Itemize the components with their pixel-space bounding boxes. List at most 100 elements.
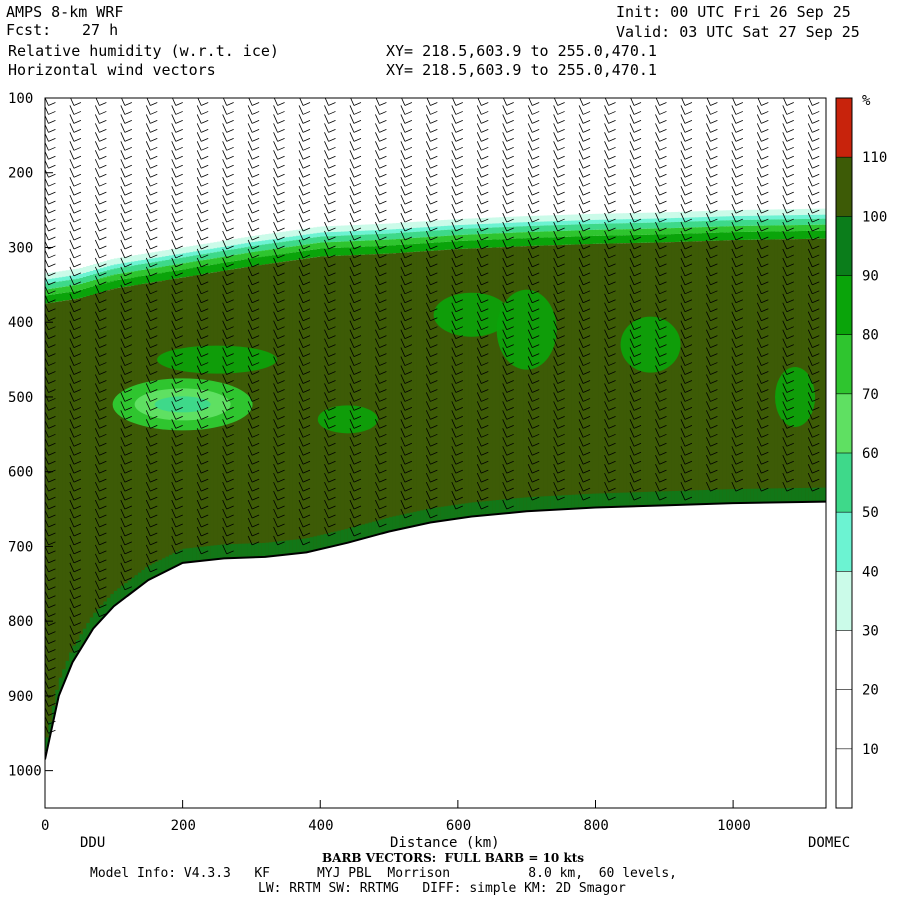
rh-cell	[822, 487, 826, 502]
rh-cell	[120, 273, 125, 280]
rh-cell	[296, 229, 301, 236]
wind-barb	[629, 338, 642, 348]
rh-cell	[757, 225, 762, 232]
wind-barb	[273, 464, 285, 474]
rh-cell	[413, 511, 418, 526]
wind-barb	[324, 168, 336, 178]
rh-cell	[746, 488, 751, 503]
rh-cell	[289, 540, 294, 555]
wind-barb	[247, 481, 260, 492]
rh-cell	[261, 240, 266, 245]
wind-barb	[222, 114, 234, 124]
wind-barb	[196, 230, 209, 241]
rh-cell	[557, 245, 562, 510]
rh-cell	[777, 239, 782, 503]
rh-cell	[715, 489, 720, 504]
rh-cell	[261, 264, 266, 557]
rh-cell	[55, 281, 60, 288]
rh-cell	[612, 229, 617, 236]
rh-cell	[444, 249, 449, 521]
rh-cell	[695, 233, 700, 242]
wind-barb	[451, 472, 463, 483]
rh-cell	[733, 220, 738, 227]
rh-cell	[96, 285, 101, 294]
rh-cell	[698, 490, 703, 505]
rh-cell	[808, 230, 813, 239]
rh-cell	[530, 231, 535, 238]
rh-cell	[217, 251, 222, 258]
rh-cell	[79, 634, 84, 649]
rh-cell	[722, 210, 727, 217]
rh-cell	[550, 225, 555, 232]
wind-barb	[476, 132, 489, 142]
wind-barb	[476, 239, 489, 250]
wind-barb	[69, 437, 82, 447]
wind-barb	[273, 374, 285, 384]
rh-cell	[506, 238, 511, 247]
wind-barb	[324, 499, 336, 510]
wind-barb	[171, 150, 183, 160]
rh-cell	[275, 232, 280, 239]
rh-cell	[691, 233, 696, 242]
rh-cell	[402, 222, 407, 229]
rh-cell	[168, 255, 173, 260]
wind-barb	[94, 177, 107, 187]
rh-cell	[124, 262, 129, 267]
rh-cell	[729, 226, 734, 233]
wind-barb	[145, 428, 158, 438]
rh-cell	[430, 242, 435, 251]
rh-cell	[58, 281, 63, 288]
rh-cell	[110, 269, 115, 276]
rh-cell	[598, 223, 603, 230]
rh-cell	[461, 503, 466, 518]
rh-cell	[306, 258, 311, 552]
wind-barb	[222, 275, 234, 286]
rh-cell	[241, 259, 246, 268]
wind-barb	[171, 356, 183, 366]
colorbar-label: 90	[862, 269, 879, 285]
wind-barb	[324, 455, 336, 465]
rh-cell	[258, 235, 263, 242]
wind-barb	[680, 257, 693, 268]
wind-barb	[400, 132, 413, 142]
rh-cell	[454, 229, 459, 236]
wind-barb	[655, 150, 667, 160]
rh-cell	[161, 272, 167, 281]
wind-barb	[553, 356, 565, 366]
wind-barb	[476, 257, 489, 268]
wind-barb	[731, 239, 744, 250]
rh-cell	[795, 231, 800, 240]
wind-barb	[69, 311, 82, 322]
wind-barb	[69, 329, 82, 340]
rh-cell	[554, 495, 559, 510]
wind-barb	[375, 123, 387, 133]
wind-barb	[680, 455, 693, 465]
rh-cell	[75, 639, 81, 654]
wind-barb	[45, 105, 56, 115]
rh-cell	[220, 241, 225, 248]
wind-barb	[629, 293, 642, 304]
rh-cell	[512, 498, 517, 513]
rh-cell	[406, 222, 411, 229]
rh-cell	[151, 282, 156, 578]
rh-cell	[801, 214, 806, 219]
rh-cell	[781, 215, 786, 220]
rh-cell	[192, 267, 197, 276]
rh-cell	[299, 245, 304, 252]
wind-barb	[604, 481, 616, 492]
wind-barb	[527, 338, 540, 348]
rh-cell	[100, 292, 105, 620]
wind-barb	[756, 419, 769, 429]
wind-barb	[476, 221, 489, 232]
rh-cell	[822, 238, 826, 502]
wind-barb	[527, 410, 540, 420]
rh-cell	[667, 222, 672, 229]
rh-cell	[636, 242, 641, 507]
rh-cell	[148, 258, 153, 263]
wind-barb	[120, 266, 132, 277]
rh-cell	[509, 232, 514, 239]
rh-cell	[196, 547, 201, 562]
rh-cell	[413, 227, 418, 232]
wind-barb	[425, 499, 438, 510]
rh-cell	[368, 234, 373, 241]
